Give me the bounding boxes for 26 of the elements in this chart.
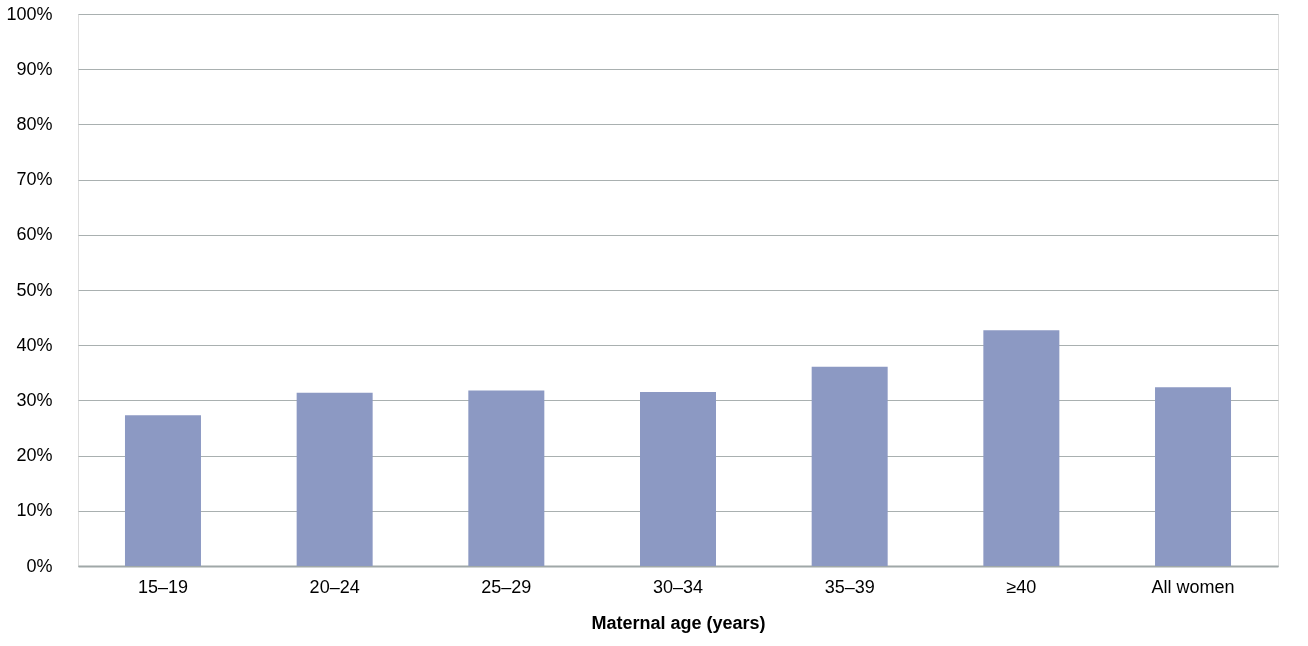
x-tick-label: 30–34 <box>652 576 704 597</box>
x-tick-label: 20–24 <box>309 576 360 597</box>
x-tick-label: 15–19 <box>137 576 189 597</box>
y-tick-label: 40% <box>16 334 53 355</box>
y-tick-label: 80% <box>16 113 53 134</box>
y-tick-label: 30% <box>16 389 53 410</box>
bar <box>124 415 201 566</box>
x-tick-label: 35–39 <box>824 576 875 597</box>
y-tick-label: 50% <box>16 279 53 300</box>
y-tick-label: 60% <box>16 224 53 245</box>
y-tick-label: 0% <box>26 555 53 576</box>
bar <box>640 392 716 566</box>
x-tick-label: 25–29 <box>481 576 532 597</box>
x-axis-title: Maternal age (years) <box>591 612 766 633</box>
y-tick-label: 10% <box>16 500 53 521</box>
bar <box>1155 387 1232 566</box>
y-tick-label: 70% <box>16 169 53 190</box>
x-tick-label: ≥40 <box>1006 576 1037 597</box>
bar <box>811 366 888 566</box>
bar <box>468 390 545 566</box>
bar <box>983 330 1060 566</box>
y-tick-label: 100% <box>6 3 53 24</box>
y-tick-label: 90% <box>16 58 53 79</box>
bar <box>296 392 373 566</box>
x-tick-label: All women <box>1151 576 1235 597</box>
y-tick-label: 20% <box>16 445 53 466</box>
